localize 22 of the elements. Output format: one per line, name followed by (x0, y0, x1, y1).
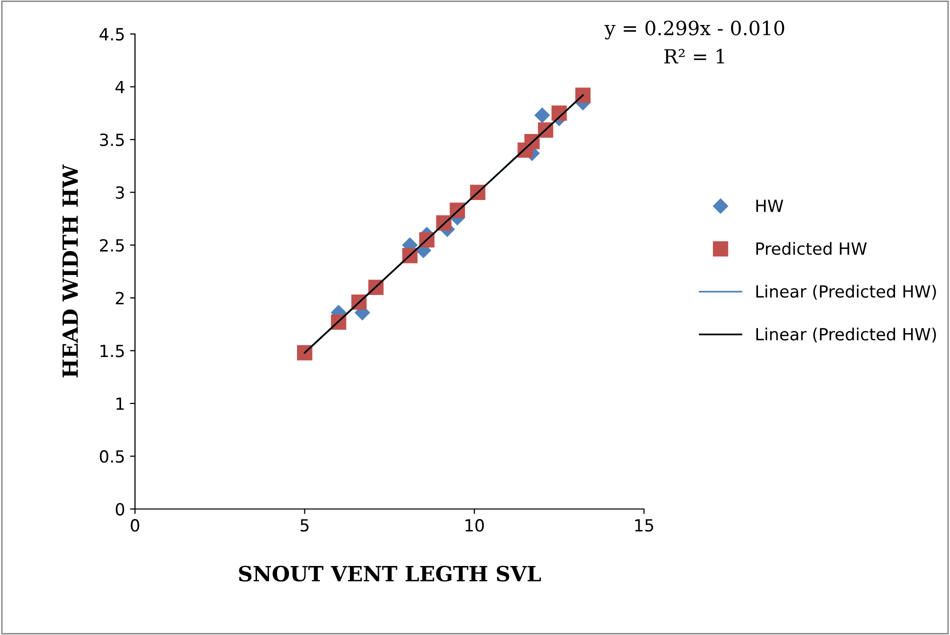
legend-label: Predicted HW (756, 242, 867, 255)
y-tick-label: 1 (116, 398, 124, 410)
y-tick-label: 4 (115, 80, 124, 94)
y-axis-title: HEAD WIDTH HW (62, 164, 78, 378)
y-tick-label: 3 (116, 186, 124, 199)
y-tick-label: 0.5 (100, 450, 124, 463)
y-tick-label: 2.5 (100, 239, 124, 252)
y-tick-label: 3.5 (100, 134, 124, 146)
x-tick-label: 0 (130, 519, 140, 532)
x-tick-label: 10 (466, 519, 484, 532)
y-tick-label: 4.5 (100, 28, 124, 41)
y-tick-label: 0 (116, 502, 124, 516)
legend-label: HW (756, 200, 784, 212)
legend-label: Linear (Predicted HW) (756, 284, 936, 300)
x-tick-label: 15 (635, 519, 654, 532)
y-tick-label: 1.5 (100, 344, 124, 358)
x-tick-label: 5 (300, 519, 309, 532)
text: R² = 1 (664, 48, 724, 64)
legend-label: Linear (Predicted HW) (756, 328, 936, 342)
x-axis-title: SNOUT VENT LEGTH SVL (239, 566, 541, 582)
y-tick-label: 2 (116, 292, 124, 304)
annotation: y = 0.299x - 0.010 (604, 20, 784, 40)
